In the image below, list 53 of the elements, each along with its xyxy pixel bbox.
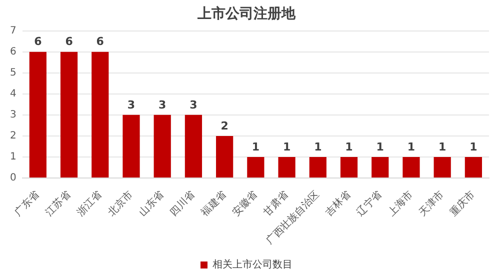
- data-label: 6: [34, 35, 42, 48]
- y-tick-label: 5: [10, 67, 16, 78]
- bar: [340, 156, 358, 178]
- bar: [309, 156, 326, 178]
- data-label: 1: [376, 140, 384, 154]
- bar: [122, 114, 140, 178]
- y-tick-label: 6: [10, 46, 16, 58]
- x-tick-label: 山东省: [136, 188, 166, 218]
- y-tick-label: 2: [10, 130, 16, 142]
- y-tick-label: 1: [10, 152, 16, 163]
- x-tick-label: 浙江省: [74, 188, 104, 218]
- data-label: 2: [220, 119, 228, 132]
- data-label: 6: [65, 35, 74, 48]
- legend-label: 相关上市公司数目: [212, 258, 292, 271]
- data-label: 1: [314, 140, 322, 154]
- data-label: 1: [470, 140, 478, 154]
- y-tick-label: 0: [10, 172, 16, 184]
- bar: [464, 156, 482, 178]
- x-tick-label: 广东省: [12, 188, 42, 218]
- chart-title: 上市公司注册地: [196, 5, 296, 22]
- bar: [184, 114, 202, 178]
- bar: [154, 114, 171, 178]
- bar: [278, 156, 296, 178]
- bar: [60, 52, 78, 178]
- bar: [216, 136, 234, 178]
- x-tick-label: 北京市: [106, 188, 136, 218]
- bar: [29, 52, 46, 178]
- data-label: 3: [158, 98, 166, 112]
- bar: [372, 156, 389, 178]
- data-label: 6: [96, 35, 104, 48]
- data-label: 1: [282, 140, 291, 154]
- data-label: 3: [127, 98, 136, 112]
- bar: [92, 52, 109, 178]
- data-label: 1: [438, 140, 446, 154]
- x-tick-label: 天津市: [416, 188, 446, 218]
- data-label: 1: [252, 140, 260, 154]
- data-label: 1: [345, 140, 353, 154]
- x-tick-label: 安徽省: [230, 188, 260, 218]
- y-tick-label: 7: [10, 25, 16, 36]
- x-tick-label: 福建省: [198, 188, 229, 218]
- data-label: 3: [190, 98, 198, 112]
- bar: [434, 156, 451, 178]
- data-label: 1: [407, 140, 416, 154]
- bar: [247, 156, 264, 178]
- x-tick-label: 吉林省: [323, 188, 353, 218]
- x-tick-label: 重庆市: [448, 188, 478, 218]
- y-tick-label: 3: [10, 110, 16, 121]
- x-tick-label: 四川省: [168, 188, 198, 218]
- x-tick-label: 辽宁省: [354, 188, 384, 218]
- bar: [402, 156, 420, 178]
- y-tick-label: 4: [10, 88, 16, 100]
- x-tick-label: 上海市: [385, 188, 416, 218]
- x-tick-label: 江苏省: [43, 188, 73, 218]
